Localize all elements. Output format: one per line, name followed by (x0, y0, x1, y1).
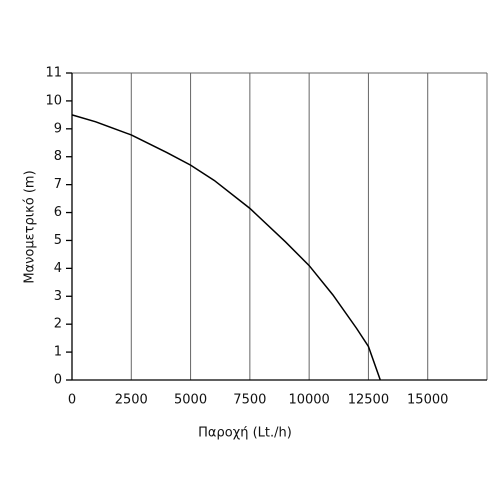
y-axis-label: Μανομετρικό (m) (23, 170, 38, 283)
y-tick-label: 4 (54, 261, 62, 276)
y-tick-label: 10 (45, 93, 62, 108)
x-tick-label: 15000 (407, 393, 448, 408)
y-tick-label: 11 (45, 66, 62, 81)
curve (71, 114, 381, 381)
x-tick-label: 7500 (233, 393, 266, 408)
y-tick-label: 1 (54, 345, 62, 360)
y-tick-label: 3 (54, 289, 62, 304)
y-tick-label: 6 (54, 205, 62, 220)
y-tick-label: 9 (54, 121, 62, 136)
x-tick-label: 12500 (348, 393, 389, 408)
y-tick-label: 5 (54, 233, 62, 248)
x-tick-label: 10000 (288, 393, 329, 408)
x-tick-label: 0 (68, 393, 76, 408)
y-tick-label: 7 (54, 177, 62, 192)
x-tick-label: 5000 (174, 393, 207, 408)
y-tick-label: 2 (54, 317, 62, 332)
y-tick-label: 8 (54, 149, 62, 164)
x-tick-label: 2500 (115, 393, 148, 408)
x-axis-label: Παροχή (Lt./h) (198, 426, 292, 441)
y-tick-label: 0 (54, 373, 62, 388)
